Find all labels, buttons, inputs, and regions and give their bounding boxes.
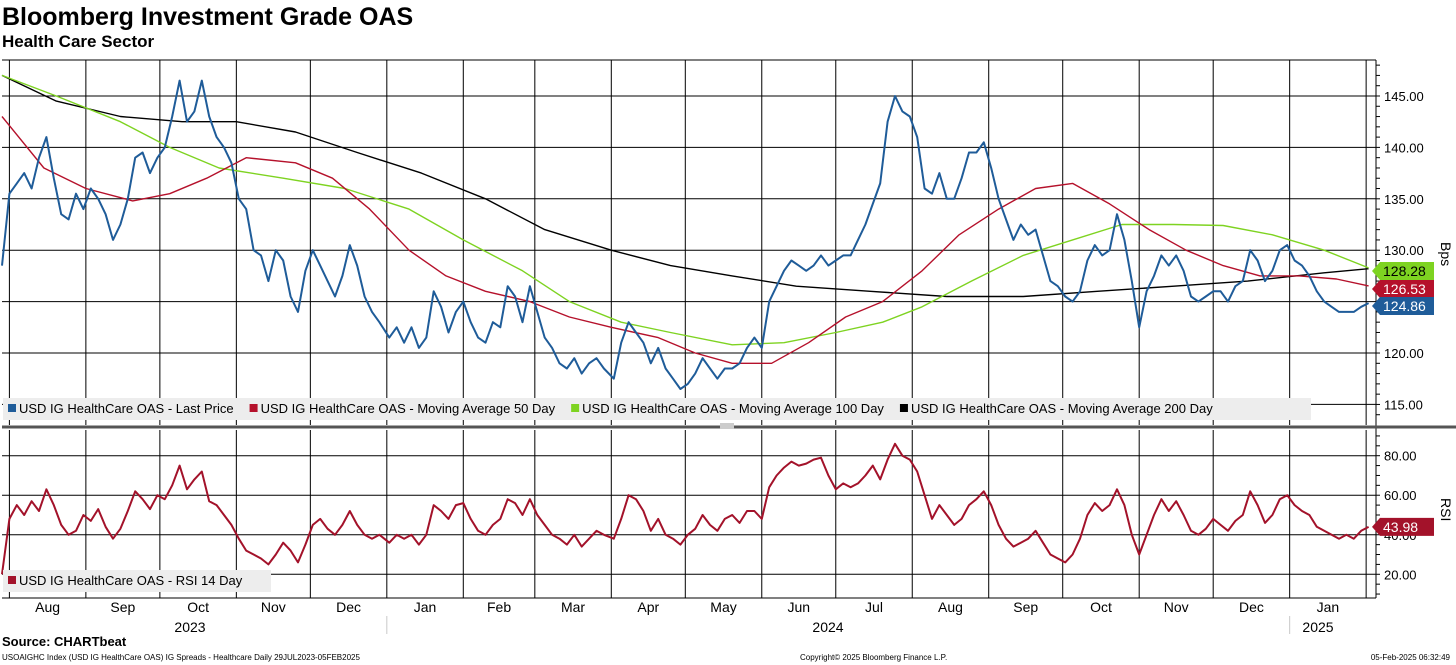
source-note: Source: CHARTbeat (2, 634, 127, 649)
legend-label: USD IG HealthCare OAS - Last Price (19, 401, 234, 416)
y-tick-label: 120.00 (1384, 346, 1424, 361)
rsi-tick-label: 60.00 (1384, 488, 1417, 503)
legend-rsi: USD IG HealthCare OAS - RSI 14 Day (3, 570, 271, 592)
panel-resize-handle (720, 423, 734, 429)
series-line-ma50 (1, 116, 1369, 364)
x-tick-label: Nov (261, 599, 286, 615)
x-tick-label: Oct (1090, 599, 1112, 615)
y-tick-label: 140.00 (1384, 140, 1424, 155)
x-tick-label: Oct (187, 599, 209, 615)
series-line-ma200 (1, 74, 1369, 298)
x-tick-label: Jul (865, 599, 883, 615)
x-tick-label: May (710, 599, 736, 615)
footer-timestamp: 05-Feb-2025 06:32:49 (1370, 653, 1450, 662)
last-value-label: 124.86 (1383, 298, 1426, 314)
year-label: 2025 (1302, 619, 1333, 635)
year-label: 2024 (812, 619, 843, 635)
series-line-last-price (1, 79, 1370, 390)
y-tick-label: 135.00 (1384, 192, 1424, 207)
x-tick-label: Jan (1317, 599, 1340, 615)
footer-index-description: USOAIGHC Index (USD IG HealthCare OAS) I… (2, 653, 360, 662)
legend-background (3, 398, 1311, 420)
x-tick-label: Jan (414, 599, 437, 615)
last-value-flag (1372, 280, 1434, 298)
x-tick-label: Nov (1164, 599, 1189, 615)
legend-swatch (8, 576, 16, 584)
legend-label: USD IG HealthCare OAS - Moving Average 5… (261, 401, 556, 416)
y-axis-label: Bps (1438, 242, 1454, 266)
legend-label: USD IG HealthCare OAS - Moving Average 2… (911, 401, 1213, 416)
last-value-label: 128.28 (1383, 263, 1426, 279)
legend-swatch (571, 404, 580, 412)
series-line-rsi (1, 442, 1370, 575)
y-tick-label: 130.00 (1384, 243, 1424, 258)
footer-copyright: Copyright© 2025 Bloomberg Finance L.P. (800, 653, 948, 662)
x-tick-label: Mar (561, 599, 585, 615)
rsi-tick-label: 80.00 (1384, 449, 1417, 464)
last-value-label: 126.53 (1383, 281, 1426, 297)
legend-swatch (899, 404, 908, 412)
last-value-flag (1372, 262, 1434, 280)
legend-label: USD IG HealthCare OAS - RSI 14 Day (19, 573, 243, 588)
rsi-axis-label: RSI (1438, 498, 1454, 521)
x-tick-label: Aug (938, 599, 963, 615)
x-tick-label: Sep (110, 599, 135, 615)
legend-label: USD IG HealthCare OAS - Moving Average 1… (582, 401, 884, 416)
rsi-tick-label: 20.00 (1384, 567, 1417, 582)
x-tick-label: Apr (637, 599, 659, 615)
chart-subtitle: Health Care Sector (2, 32, 155, 51)
last-value-flag (1372, 297, 1434, 315)
x-tick-label: Jun (787, 599, 810, 615)
legend-swatch (249, 404, 258, 412)
x-tick-label: Sep (1013, 599, 1038, 615)
x-tick-label: Dec (1239, 599, 1264, 615)
series-line-ma100 (1, 74, 1369, 346)
x-tick-label: Feb (487, 599, 511, 615)
rsi-last-value-flag (1372, 517, 1434, 536)
x-tick-label: Dec (336, 599, 361, 615)
y-tick-label: 115.00 (1384, 397, 1423, 412)
legend-top: USD IG HealthCare OAS - Last Price USD IG… (3, 398, 1311, 420)
year-label: 2023 (174, 619, 205, 635)
x-tick-label: Aug (35, 599, 60, 615)
y-tick-label: 145.00 (1384, 89, 1424, 104)
chart-title: Bloomberg Investment Grade OAS (2, 3, 414, 31)
legend-background (3, 570, 271, 592)
legend-swatch (8, 404, 16, 412)
rsi-last-value-label: 43.98 (1383, 519, 1418, 535)
